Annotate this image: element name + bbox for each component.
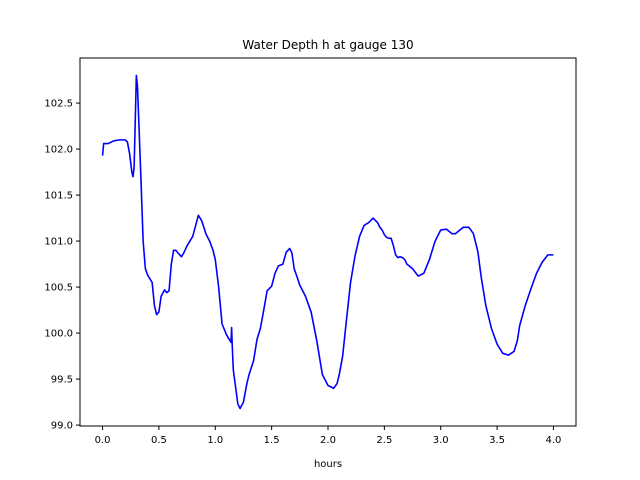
x-tick-label: 1.0 — [207, 435, 223, 446]
y-tick-label: 99.0 — [51, 421, 73, 432]
y-tick-label: 99.5 — [51, 375, 73, 386]
series-line-0 — [101, 74, 554, 410]
y-tick-label: 100.0 — [44, 329, 73, 340]
y-tick-label: 101.0 — [44, 237, 73, 248]
x-tick-label: 0.0 — [95, 435, 111, 446]
y-tick-label: 102.5 — [44, 99, 73, 110]
x-tick-label: 2.0 — [320, 435, 336, 446]
y-tick-label: 101.5 — [44, 191, 73, 202]
x-axis: 0.0 0.5 1.0 1.5 2.0 2.5 3.0 3.5 4.0 — [95, 426, 562, 446]
y-tick-label: 102.0 — [44, 145, 73, 156]
x-tick-label: 4.0 — [546, 435, 562, 446]
chart-title: Water Depth h at gauge 130 — [242, 38, 413, 52]
x-tick-label: 2.5 — [376, 435, 392, 446]
y-tick-label: 100.5 — [44, 283, 73, 294]
plot-area — [101, 74, 554, 410]
y-axis: 99.0 99.5 100.0 100.5 101.0 101.5 102.0 102.5 — [44, 99, 80, 432]
x-tick-label: 3.5 — [489, 435, 505, 446]
x-axis-label: hours — [314, 459, 342, 470]
x-tick-label: 3.0 — [433, 435, 449, 446]
x-tick-label: 1.5 — [264, 435, 280, 446]
x-tick-label: 0.5 — [151, 435, 167, 446]
